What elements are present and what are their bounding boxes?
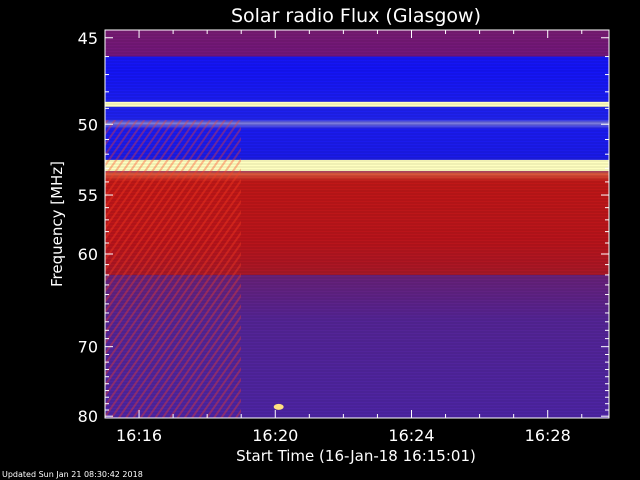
burst-region xyxy=(105,120,241,418)
x-tick-label: 16:24 xyxy=(388,426,434,445)
event-markers xyxy=(273,403,284,410)
y-axis-label: Frequency [MHz] xyxy=(48,161,66,287)
y-tick-label: 55 xyxy=(78,186,98,205)
plot-area xyxy=(105,30,609,418)
plot-frame xyxy=(104,29,610,419)
band-4 xyxy=(105,159,609,172)
x-tick-label: 16:16 xyxy=(116,426,162,445)
chart-title: Solar radio Flux (Glasgow) xyxy=(231,5,481,27)
x-tick-label: 16:20 xyxy=(252,426,298,445)
band-1 xyxy=(105,56,609,101)
x-tick-label: 16:28 xyxy=(525,426,571,445)
event-burst-1 xyxy=(273,403,284,410)
x-axis-label: Start Time (16-Jan-18 16:15:01) xyxy=(236,447,476,465)
y-tick-label: 45 xyxy=(78,29,98,48)
band-2 xyxy=(105,101,609,107)
x-axis: 16:16 16:20 16:24 16:28 xyxy=(104,30,583,445)
band-0 xyxy=(105,30,609,57)
y-axis: 45 50 55 60 70 80 xyxy=(78,29,609,426)
y-tick-label: 60 xyxy=(78,245,98,264)
y-tick-label: 50 xyxy=(78,115,98,134)
footer-updated: Updated Sun Jan 21 08:30:42 2018 xyxy=(2,470,143,479)
y-tick-label: 80 xyxy=(78,407,98,426)
y-tick-label: 70 xyxy=(78,338,98,357)
